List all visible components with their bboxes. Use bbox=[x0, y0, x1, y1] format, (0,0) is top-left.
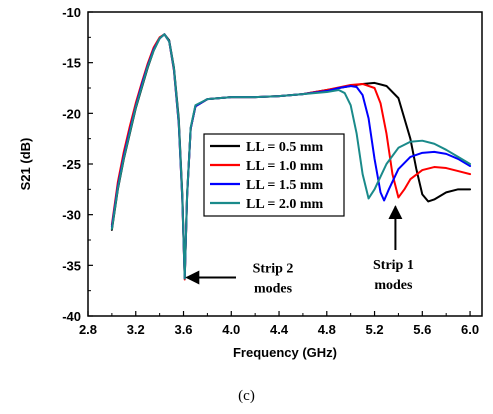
x-tick-label: 4.8 bbox=[318, 322, 336, 337]
annotations-layer: Strip 2 modes Strip 1 modes bbox=[185, 205, 414, 297]
x-tick-label: 5.2 bbox=[366, 322, 384, 337]
legend-label: LL = 1.5 mm bbox=[246, 178, 324, 193]
y-tick-label: -25 bbox=[62, 157, 81, 172]
series-line-4 bbox=[110, 33, 472, 280]
strip1-annotation-text: modes bbox=[374, 278, 413, 293]
strip1-annotation-text: Strip 1 bbox=[373, 258, 414, 273]
x-tick-label: 4.4 bbox=[270, 322, 289, 337]
x-tick-label: 4.0 bbox=[222, 322, 240, 337]
figure-caption: (c) bbox=[238, 388, 255, 404]
x-tick-label: 5.6 bbox=[413, 322, 431, 337]
legend: LL = 0.5 mm LL = 1.0 mm LL = 1.5 mm LL = 2.… bbox=[203, 133, 345, 217]
x-axis-title: Frequency (GHz) bbox=[233, 345, 337, 360]
x-tick-label: 3.6 bbox=[174, 322, 192, 337]
y-tick-label: -40 bbox=[62, 309, 81, 324]
y-tick-label: -15 bbox=[62, 56, 81, 71]
y-tick-label: -35 bbox=[62, 258, 81, 273]
series-layer bbox=[110, 33, 472, 281]
x-tick-label: 6.0 bbox=[461, 322, 479, 337]
y-tick-label: -10 bbox=[62, 5, 81, 20]
y-axis-title: S21 (dB) bbox=[18, 138, 33, 191]
legend-label: LL = 1.0 mm bbox=[246, 159, 324, 174]
x-tick-label: 3.2 bbox=[127, 322, 145, 337]
legend-label: LL = 2.0 mm bbox=[246, 197, 324, 212]
strip2-annotation-text: modes bbox=[254, 282, 293, 297]
y-tick-label: -20 bbox=[62, 106, 81, 121]
plot-frame bbox=[87, 11, 483, 317]
x-tick-label: 2.8 bbox=[79, 322, 97, 337]
tick-labels-layer: 2.8 3.2 3.6 4.0 4.4 4.8 5.2 5.6 6.0 -10 -15 -20 -25 -… bbox=[62, 5, 479, 337]
legend-label: LL = 0.5 mm bbox=[246, 140, 324, 155]
y-tick-label: -30 bbox=[62, 208, 81, 223]
strip2-annotation-text: Strip 2 bbox=[253, 262, 294, 277]
